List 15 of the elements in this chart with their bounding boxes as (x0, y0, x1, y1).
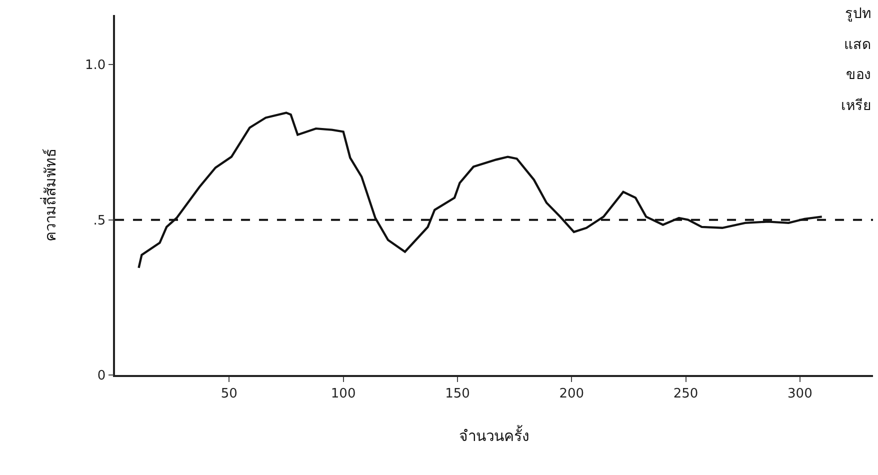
x-axis-title: จำนวนครั้ง (459, 424, 529, 445)
y-tick-label: .5 (93, 213, 106, 228)
x-tick-label: 250 (673, 386, 698, 402)
y-tick-label: 0 (97, 368, 106, 384)
x-tick-label: 50 (220, 386, 238, 402)
annotation: รูปท (845, 6, 871, 22)
annotation: ของ (846, 67, 871, 83)
x-tick-label: 100 (330, 386, 356, 402)
annotation: เหรีย (841, 98, 871, 114)
x-tick-label: 200 (559, 386, 584, 402)
x-tick-label: 300 (788, 386, 812, 402)
y-tick-label: 1.0 (84, 58, 106, 74)
y-axis-title: ความถี่สัมพัทธ์ (40, 148, 60, 242)
annotation: แสด (844, 37, 871, 53)
x-tick-label: 150 (445, 386, 470, 402)
